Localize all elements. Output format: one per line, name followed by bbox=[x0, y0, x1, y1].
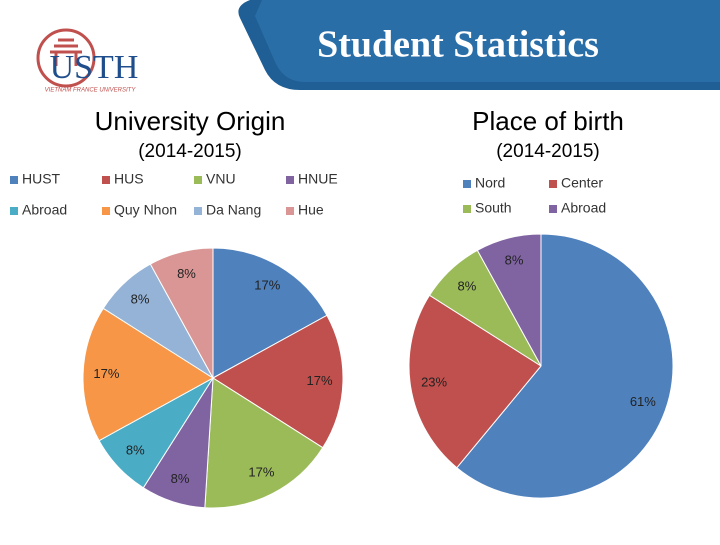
chart-subtitle: (2014-2015) bbox=[138, 141, 242, 162]
legend-label: Abroad bbox=[561, 200, 606, 216]
data-label: 23% bbox=[421, 374, 447, 389]
chart-title: Place of birth bbox=[472, 106, 624, 136]
legend-label: Nord bbox=[475, 175, 505, 191]
legend-swatch bbox=[10, 207, 18, 215]
legend-swatch bbox=[102, 176, 110, 184]
pie-slice bbox=[456, 233, 674, 499]
pie-slice bbox=[212, 247, 328, 379]
legend-label: HNUE bbox=[298, 171, 338, 187]
data-label: 17% bbox=[254, 278, 280, 293]
legend-swatch bbox=[549, 180, 557, 188]
legend-label: VNU bbox=[206, 171, 236, 187]
legend-swatch bbox=[463, 205, 471, 213]
header-banner-inner bbox=[255, 0, 720, 82]
pie-slice bbox=[149, 247, 214, 379]
data-label: 17% bbox=[248, 464, 274, 479]
legend-swatch bbox=[10, 176, 18, 184]
legend-swatch bbox=[286, 176, 294, 184]
slide-title: Student Statistics bbox=[317, 24, 599, 66]
data-label: 61% bbox=[630, 394, 656, 409]
legend-label: South bbox=[475, 200, 512, 216]
legend-label: HUST bbox=[22, 171, 61, 187]
data-label: 8% bbox=[131, 292, 150, 307]
legend-label: Quy Nhon bbox=[114, 202, 177, 218]
data-label: 8% bbox=[171, 471, 190, 486]
legend-swatch bbox=[286, 207, 294, 215]
pie-slice bbox=[476, 233, 542, 367]
legend-swatch bbox=[102, 207, 110, 215]
data-label: 17% bbox=[307, 373, 333, 388]
logo-gate bbox=[50, 38, 82, 66]
legend-swatch bbox=[549, 205, 557, 213]
pie-slice bbox=[408, 294, 542, 469]
logo-text: USTH bbox=[50, 49, 139, 86]
data-label: 8% bbox=[126, 442, 145, 457]
legend-swatch bbox=[194, 207, 202, 215]
data-label: 8% bbox=[458, 279, 477, 294]
chart-subtitle: (2014-2015) bbox=[496, 141, 600, 162]
legend-label: Hue bbox=[298, 202, 324, 218]
chart-title: University Origin bbox=[95, 106, 286, 136]
logo-subtitle: VIETNAM FRANCE UNIVERSITY bbox=[45, 88, 137, 94]
pie-slice bbox=[82, 307, 214, 442]
pie-slice bbox=[212, 314, 344, 449]
data-label: 17% bbox=[93, 366, 119, 381]
legend-label: HUS bbox=[114, 171, 144, 187]
logo-emblem bbox=[36, 28, 96, 88]
data-label: 8% bbox=[505, 253, 524, 268]
legend-label: Center bbox=[561, 175, 603, 191]
legend-label: Abroad bbox=[22, 202, 67, 218]
data-label: 8% bbox=[177, 266, 196, 281]
legend-swatch bbox=[463, 180, 471, 188]
pie-slice bbox=[204, 377, 324, 509]
legend-label: Da Nang bbox=[206, 202, 261, 218]
legend-swatch bbox=[194, 176, 202, 184]
